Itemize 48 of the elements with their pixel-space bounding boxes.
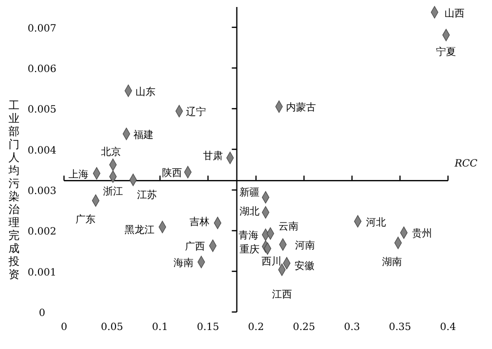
x-tick-label: 0.1 <box>152 322 168 333</box>
annotation: 北京 <box>100 146 121 158</box>
text: 工业部门人均污染治理完成投资 <box>8 99 20 281</box>
x-tick-label: 0.25 <box>292 322 316 333</box>
annotation: 山西 <box>444 7 465 20</box>
y-tick-label: 0.001 <box>28 267 56 278</box>
annotation: 吉林 <box>190 216 210 228</box>
y-tick-label: 0.006 <box>28 64 56 75</box>
annotation: 贵州 <box>412 228 432 240</box>
x-tick-label: 0.4 <box>440 322 456 333</box>
annotation: 广西 <box>184 240 205 253</box>
annotation: 新疆 <box>240 186 260 198</box>
annotation: 海南 <box>173 256 194 269</box>
annotation: 广东 <box>76 214 96 226</box>
annotation: 宁夏 <box>436 46 456 58</box>
x-axis-title: RCC <box>454 158 478 170</box>
y-tick-label: 0.002 <box>28 226 56 238</box>
annotation: 重庆 <box>240 244 260 256</box>
annotation: 浙江 <box>102 186 123 198</box>
annotation: 湖南 <box>382 256 402 268</box>
annotation: 内蒙古 <box>286 102 316 114</box>
annotation: 河南 <box>294 239 315 252</box>
annotation: 青海 <box>238 230 259 242</box>
annotation: 甘肃 <box>203 150 224 162</box>
annotation: 陕西 <box>162 167 182 180</box>
annotation: 云南 <box>278 220 298 233</box>
annotation: 江西 <box>272 288 292 301</box>
annotation: 山东 <box>135 86 156 98</box>
y-tick-label: 0.007 <box>28 23 56 34</box>
x-tick-label: 0.3 <box>344 322 360 333</box>
annotation: 湖北 <box>240 205 260 218</box>
x-tick-label: 0.2 <box>248 322 264 333</box>
annotation: 安徽 <box>294 260 315 272</box>
y-tick-label: 0.003 <box>28 186 56 197</box>
x-tick-label: 0 <box>60 322 68 333</box>
y-tick-label: 0 <box>38 308 46 319</box>
annotation: 河北 <box>366 216 386 228</box>
annotation: 西川 <box>262 256 282 268</box>
y-tick-label: 0.004 <box>28 145 56 156</box>
annotation: 辽宁 <box>186 106 206 118</box>
annotation: 上海 <box>68 168 89 180</box>
x-tick-label: 0.15 <box>196 322 220 333</box>
y-tick-label: 0.005 <box>28 104 56 116</box>
annotation: 黑龙江 <box>124 224 154 236</box>
annotation: 江苏 <box>137 188 158 201</box>
x-tick-label: 0.35 <box>388 322 412 333</box>
x-tick-label: 0.05 <box>100 322 124 333</box>
annotation: 福建 <box>133 128 154 141</box>
